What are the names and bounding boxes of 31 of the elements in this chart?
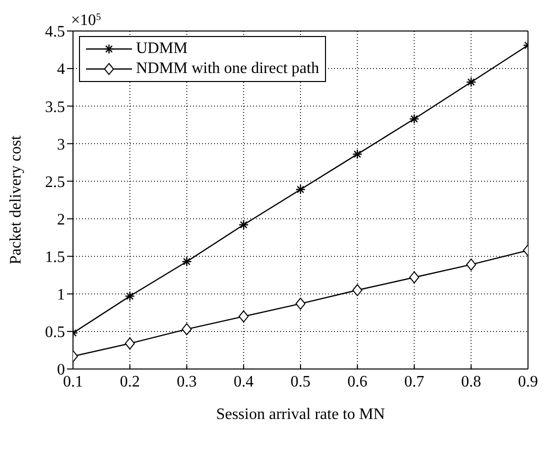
y-tick-label: 1 — [57, 286, 65, 304]
y-tick-label: 0.5 — [45, 324, 65, 342]
x-tick-label: 0.5 — [290, 373, 310, 390]
legend-label: NDMM with one direct path — [136, 59, 320, 79]
point — [238, 310, 249, 322]
y-tick-label: 4 — [57, 61, 65, 78]
y-tick-label: 1.5 — [45, 249, 65, 266]
y-tick-label: 3.5 — [45, 98, 65, 116]
x-tick-label: 0.9 — [518, 373, 538, 390]
legend-label: UDMM — [136, 39, 188, 59]
x-tick-label: 0.1 — [63, 373, 83, 390]
point — [352, 284, 362, 296]
x-tick-label: 0.2 — [120, 373, 140, 390]
point — [124, 337, 135, 350]
y-axis-title: Packet delivery cost — [8, 135, 25, 264]
x-tick-label: 0.6 — [347, 373, 368, 390]
point — [409, 271, 420, 284]
x-axis-title: Session arrival rate to MN — [216, 406, 386, 423]
point — [296, 298, 306, 310]
y-tick-label: 2.5 — [45, 174, 65, 191]
point — [182, 323, 192, 336]
text: ×10$^{5}$ — [71, 12, 102, 29]
point — [466, 258, 476, 271]
x-tick-label: 0.3 — [176, 373, 197, 390]
y-tick-label: 2 — [57, 211, 65, 228]
y-tick-label: 3 — [57, 136, 65, 154]
y-tick-label: 0 — [57, 362, 65, 379]
y-tick-label: 4.5 — [45, 24, 65, 41]
x-tick-label: 0.7 — [404, 373, 424, 390]
x-tick-label: 0.4 — [234, 373, 254, 390]
x-tick-label: 0.8 — [461, 373, 482, 390]
